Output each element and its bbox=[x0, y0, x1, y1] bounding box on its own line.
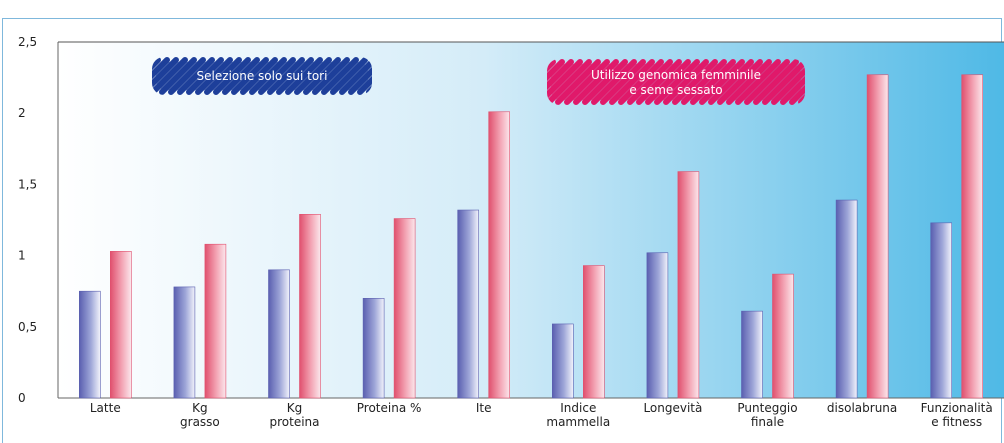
x-category-label: Punteggio finale bbox=[737, 401, 797, 429]
x-category-label: Latte bbox=[90, 401, 121, 415]
bar-series-1 bbox=[79, 290, 101, 399]
bar-series-2 bbox=[677, 171, 700, 399]
x-category-label: Longevità bbox=[643, 401, 702, 415]
x-category-label: Indice mammella bbox=[546, 401, 610, 429]
bar-series-1 bbox=[268, 269, 290, 399]
y-tick-label: 2,5 bbox=[18, 35, 37, 49]
bar-series-2 bbox=[488, 111, 511, 399]
annotation-scribble-1 bbox=[152, 57, 372, 95]
bar-series-2 bbox=[772, 273, 794, 399]
bar-series-1 bbox=[646, 252, 669, 399]
y-tick-label: 2 bbox=[18, 106, 26, 120]
bar-series-1 bbox=[930, 222, 953, 399]
plot-background bbox=[58, 42, 1004, 398]
bar-series-2 bbox=[961, 74, 984, 399]
bar-series-1 bbox=[362, 298, 385, 399]
bar-series-1 bbox=[741, 310, 763, 399]
bar-series-2 bbox=[110, 251, 132, 399]
x-category-label: Proteina % bbox=[357, 401, 422, 415]
bar-series-1 bbox=[835, 199, 858, 399]
x-category-label: Ite bbox=[476, 401, 492, 415]
bar-series-1 bbox=[457, 209, 480, 399]
bars bbox=[79, 74, 984, 399]
bar-series-1 bbox=[173, 286, 196, 399]
y-tick-label: 1 bbox=[18, 249, 26, 263]
bar-series-2 bbox=[299, 214, 321, 399]
bar-series-2 bbox=[866, 74, 889, 399]
x-category-label: Kg proteina bbox=[269, 401, 319, 429]
bar-series-2 bbox=[204, 243, 227, 399]
annotation-label-1: Selezione solo sui tori bbox=[197, 69, 328, 83]
x-category-labels: Latte Kg grasso Kg proteina Proteina % Ite Indi… bbox=[90, 401, 993, 429]
annotation-label-2: Utilizzo genomica femminile e seme sessat… bbox=[591, 68, 761, 97]
x-category-label: disolabruna bbox=[827, 401, 897, 415]
bar-series-2 bbox=[582, 265, 605, 399]
annotation-scribble-2 bbox=[547, 59, 805, 105]
x-category-label: Kg grasso bbox=[180, 401, 220, 429]
bar-series-2 bbox=[393, 218, 416, 399]
y-tick-label: 0,5 bbox=[18, 320, 37, 334]
y-tick-label: 1,5 bbox=[18, 177, 37, 191]
x-category-label: Funzionalità e fitness bbox=[921, 401, 993, 429]
y-tick-labels: 0 0,5 1 1,5 2 2,5 bbox=[18, 35, 37, 405]
annotations: Selezione solo sui tori Utilizzo genomica… bbox=[152, 57, 805, 105]
y-tick-label: 0 bbox=[18, 391, 26, 405]
bar-series-1 bbox=[551, 323, 574, 399]
